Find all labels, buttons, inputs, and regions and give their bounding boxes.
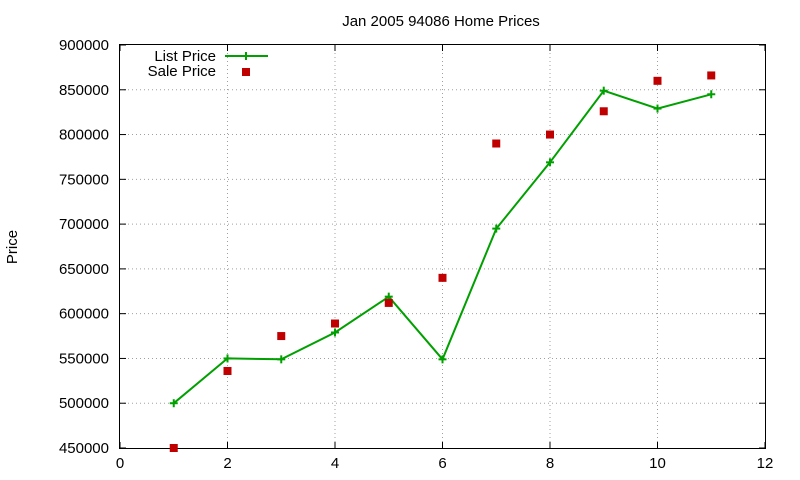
x-tick-label: 8 bbox=[546, 455, 554, 472]
sale-price-point bbox=[331, 319, 339, 328]
list-price-point bbox=[653, 104, 662, 113]
legend-marker-list-price bbox=[242, 52, 250, 60]
list-price-point bbox=[331, 328, 339, 337]
list-price-point bbox=[169, 399, 178, 408]
list-price-point bbox=[707, 90, 716, 99]
x-tick-label: 0 bbox=[116, 455, 124, 472]
list-price-point bbox=[438, 355, 447, 364]
sale-price-point bbox=[653, 76, 662, 85]
plot-frame bbox=[119, 44, 766, 449]
legend-label-sale-price: Sale Price bbox=[148, 63, 216, 80]
y-tick-label: 500000 bbox=[59, 395, 109, 412]
sale-price-point bbox=[492, 139, 501, 148]
sale-price-point bbox=[277, 332, 286, 341]
y-tick-label: 900000 bbox=[59, 37, 109, 54]
y-tick-label: 450000 bbox=[59, 440, 109, 457]
sale-price-point bbox=[707, 71, 716, 80]
sale-price-point bbox=[384, 298, 393, 307]
y-tick-label: 650000 bbox=[59, 261, 109, 278]
sale-price-point bbox=[169, 444, 178, 452]
list-price-point bbox=[599, 86, 608, 95]
y-tick-label: 850000 bbox=[59, 82, 109, 99]
sale-price-point bbox=[546, 130, 554, 139]
series-layer bbox=[169, 71, 716, 452]
x-tick-label: 10 bbox=[649, 455, 666, 472]
list-price-point bbox=[223, 354, 232, 363]
y-tick-label: 550000 bbox=[59, 350, 109, 367]
list-price-point bbox=[492, 224, 501, 233]
sale-price-point bbox=[599, 107, 608, 116]
chart-title: Jan 2005 94086 Home Prices bbox=[342, 13, 540, 30]
y-axis-label: Price bbox=[4, 230, 21, 264]
list-price-point bbox=[546, 158, 554, 167]
x-tick-label: 2 bbox=[223, 455, 231, 472]
x-tick-label: 6 bbox=[438, 455, 446, 472]
axes: 0 2 4 6 8 10 12 450000 500000 550000 600000 650000 7… bbox=[59, 37, 773, 472]
sale-price-point bbox=[438, 273, 447, 282]
legend-label-list-price: List Price bbox=[154, 48, 216, 65]
legend: List Price Sale Price bbox=[148, 48, 268, 80]
y-tick-label: 600000 bbox=[59, 306, 109, 323]
sale-price-point bbox=[223, 366, 232, 375]
y-tick-label: 750000 bbox=[59, 171, 109, 188]
legend-swatch-sale-price bbox=[242, 68, 250, 76]
x-tick-label: 12 bbox=[757, 455, 774, 472]
list-price-point bbox=[277, 355, 286, 364]
y-tick-label: 700000 bbox=[59, 216, 109, 233]
y-tick-label: 800000 bbox=[59, 127, 109, 144]
x-tick-label: 4 bbox=[331, 455, 339, 472]
